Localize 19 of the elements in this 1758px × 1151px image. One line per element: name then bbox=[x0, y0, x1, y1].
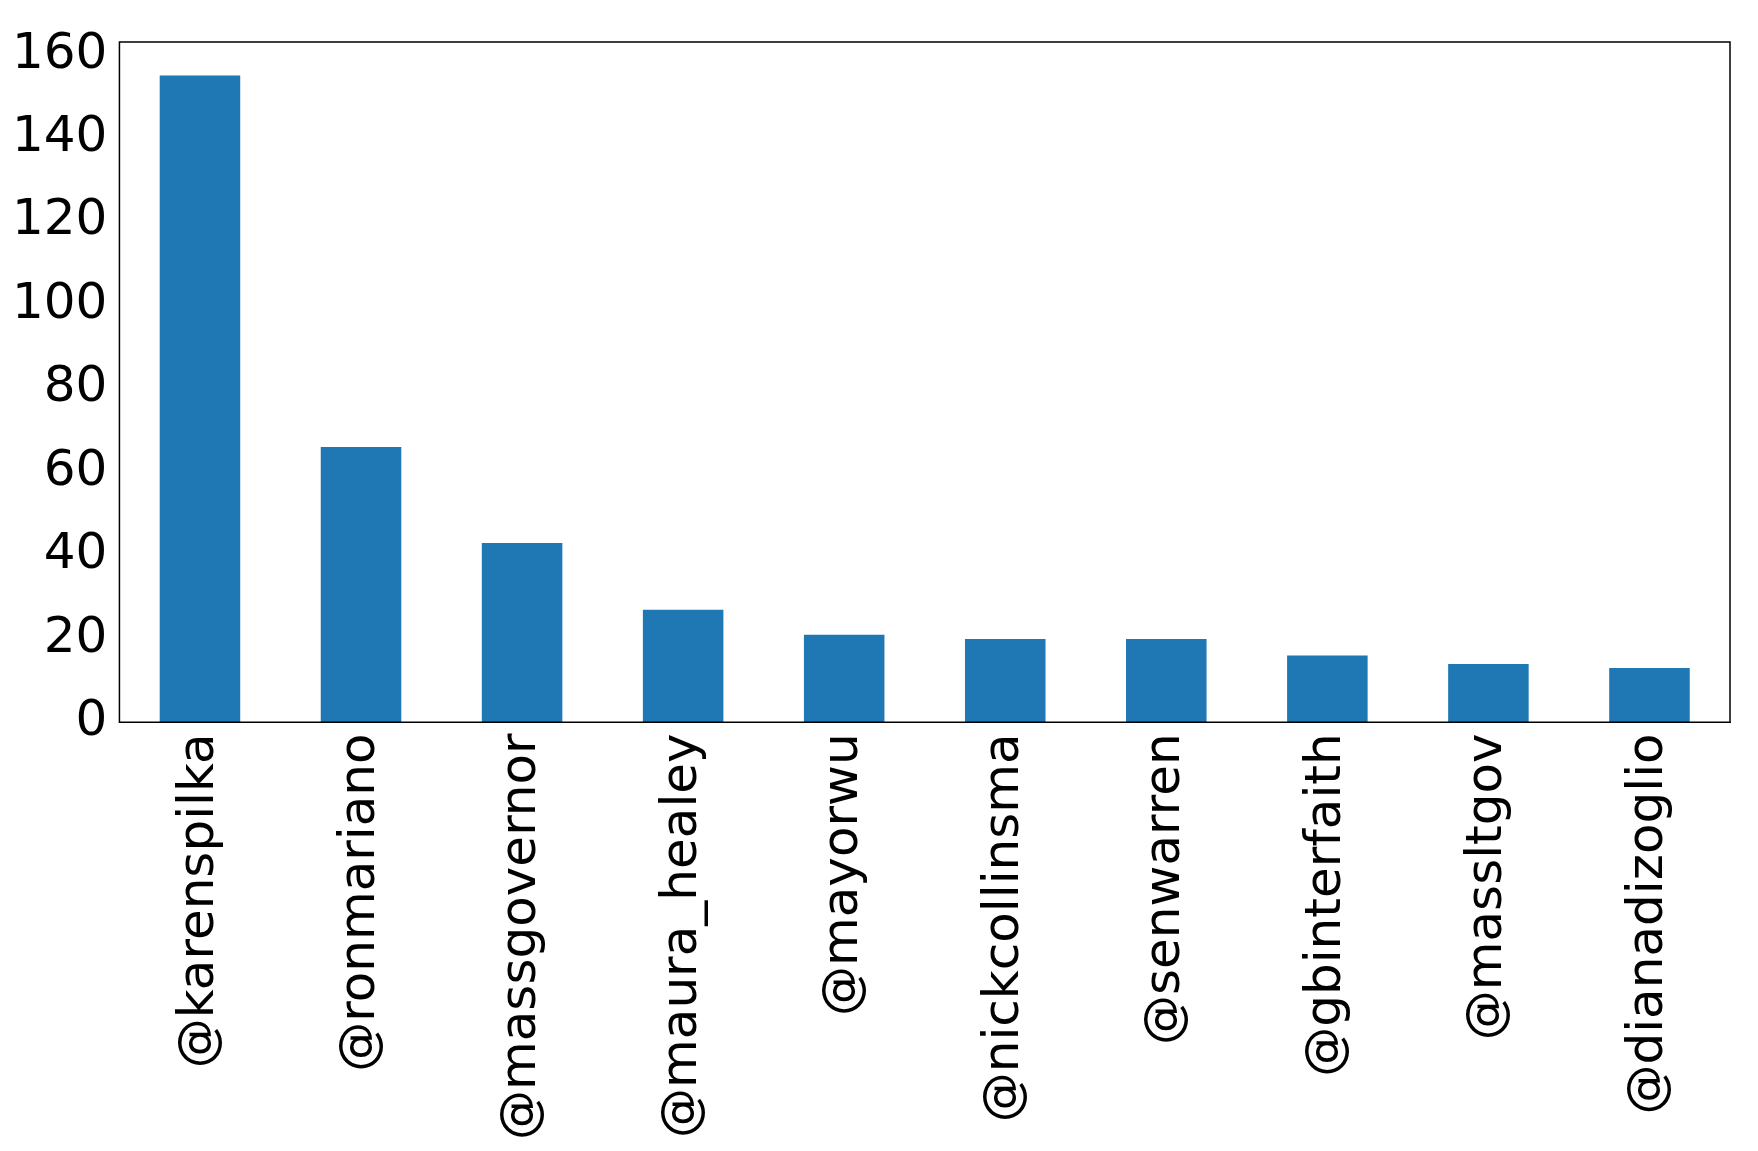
y-tick-label: 40 bbox=[43, 522, 108, 581]
x-tick-label: @mayorwu bbox=[811, 733, 870, 1017]
x-tick-label: @senwarren bbox=[1133, 733, 1192, 1045]
x-tick-label: @karenspilka bbox=[166, 733, 225, 1069]
x-tick-label: @gbinterfaith bbox=[1294, 733, 1353, 1077]
x-tick-label: @dianadizoglio bbox=[1616, 733, 1675, 1115]
x-tick-label: @massltgov bbox=[1455, 733, 1514, 1041]
x-tick-label: @maura_healey bbox=[650, 733, 709, 1138]
y-tick-label: 140 bbox=[12, 104, 108, 163]
y-tick-label: 60 bbox=[43, 438, 108, 497]
y-tick-label: 100 bbox=[12, 271, 108, 330]
y-tick-label: 80 bbox=[43, 355, 108, 414]
y-tick-label: 0 bbox=[75, 689, 108, 748]
y-tick-label: 20 bbox=[43, 605, 108, 664]
x-tick-label: @massgovernor bbox=[489, 732, 548, 1140]
x-tick-label: @ronmariano bbox=[328, 733, 386, 1072]
y-tick-label: 120 bbox=[12, 188, 108, 247]
x-tick-label: @nickcollinsma bbox=[972, 733, 1031, 1123]
y-tick-label: 160 bbox=[12, 21, 108, 80]
